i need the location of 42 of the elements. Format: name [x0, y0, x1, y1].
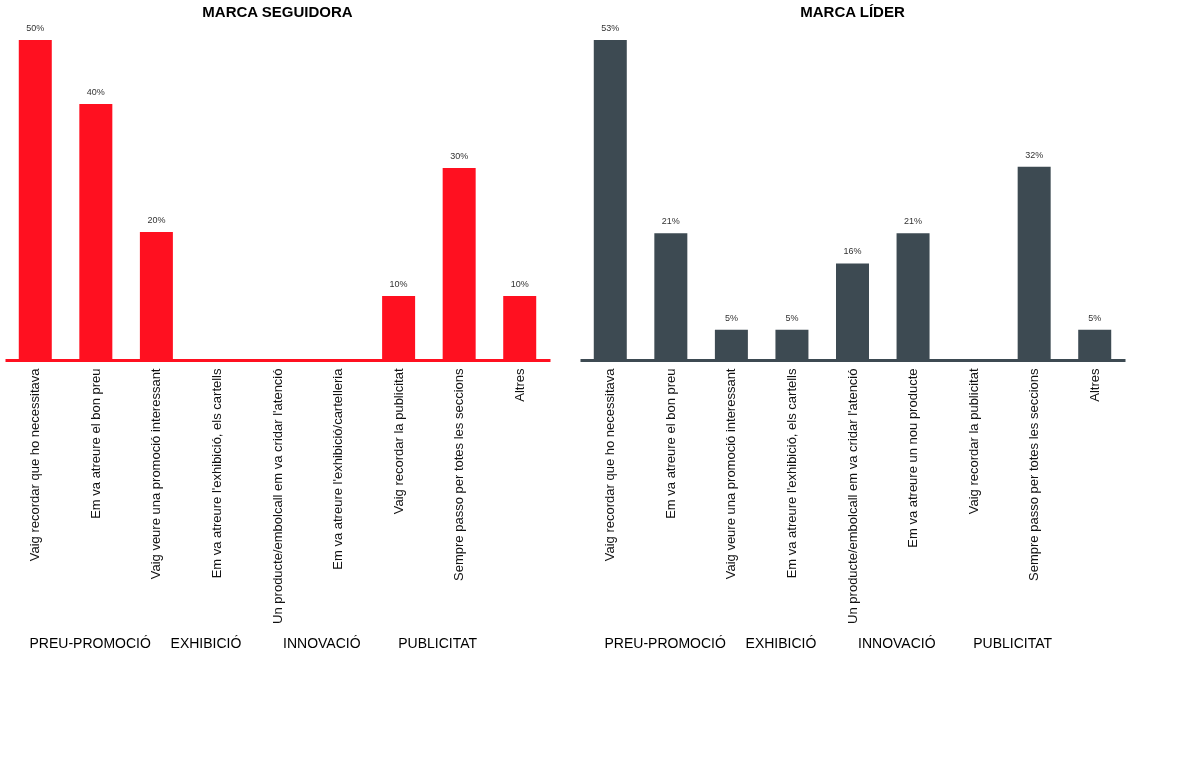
x-tick-label: Em va atreure l'exhibició/cartelleria	[330, 367, 346, 570]
data-label: 10%	[510, 279, 529, 289]
x-tick-label: Altres	[511, 368, 527, 402]
x-tick-label: Vaig recordar la publicitat	[390, 368, 406, 515]
data-label: 21%	[661, 216, 680, 227]
data-label: 40%	[86, 87, 105, 97]
data-label: 20%	[147, 215, 166, 225]
x-tick-label: Vaig recordar que ho necessitava	[27, 367, 43, 562]
x-tick-label: Sempre passo per totes les seccions	[451, 368, 467, 581]
text: PUBLICITAT	[398, 635, 478, 651]
text: INNOVACIÓ	[283, 635, 361, 651]
data-label: 50%	[26, 23, 45, 33]
chart-title: MARCA LÍDER	[800, 3, 905, 20]
text: EXHIBICIÓ	[170, 635, 242, 651]
data-label: 30%	[450, 151, 469, 161]
data-label: 5%	[785, 312, 799, 323]
x-tick-label: Em va atreure l'exhibició, els cartells	[783, 368, 799, 579]
x-tick-label: Em va atreure l'exhibició, els cartells	[208, 368, 224, 579]
x-tick-label: Em va atreure un nou producte	[905, 368, 921, 548]
chart-title: MARCA SEGUIDORA	[202, 3, 353, 20]
data-label: 5%	[724, 312, 738, 323]
x-tick-label: Un producte/embolcall em va cridar l'atenció	[844, 368, 860, 624]
data-label: 32%	[1025, 149, 1044, 160]
x-tick-label: Em va atreure el bon preu	[87, 368, 103, 519]
text: PREU-PROMOCIÓ	[604, 635, 726, 651]
data-label: 10%	[389, 279, 408, 289]
data-label: 5%	[1088, 312, 1102, 323]
text: PUBLICITAT	[973, 635, 1053, 651]
x-tick-label: Sempre passo per totes les seccions	[1026, 368, 1042, 581]
text: INNOVACIÓ	[858, 635, 936, 651]
x-tick-label: Vaig veure una promoció interessant	[723, 368, 739, 580]
text: PREU-PROMOCIÓ	[29, 635, 151, 651]
data-label: 16%	[843, 246, 862, 257]
x-tick-label: Altres	[1086, 368, 1102, 402]
x-tick-label: Vaig veure una promoció interessant	[148, 368, 164, 580]
x-tick-label: Un producte/embolcall em va cridar l'atenció	[269, 368, 285, 624]
x-tick-label: Vaig recordar la publicitat	[965, 368, 981, 515]
data-label: 53%	[601, 23, 620, 33]
data-label: 21%	[904, 216, 923, 227]
x-tick-label: Em va atreure el bon preu	[662, 368, 678, 519]
x-tick-label: Vaig recordar que ho necessitava	[602, 367, 618, 562]
text: EXHIBICIÓ	[745, 635, 817, 651]
